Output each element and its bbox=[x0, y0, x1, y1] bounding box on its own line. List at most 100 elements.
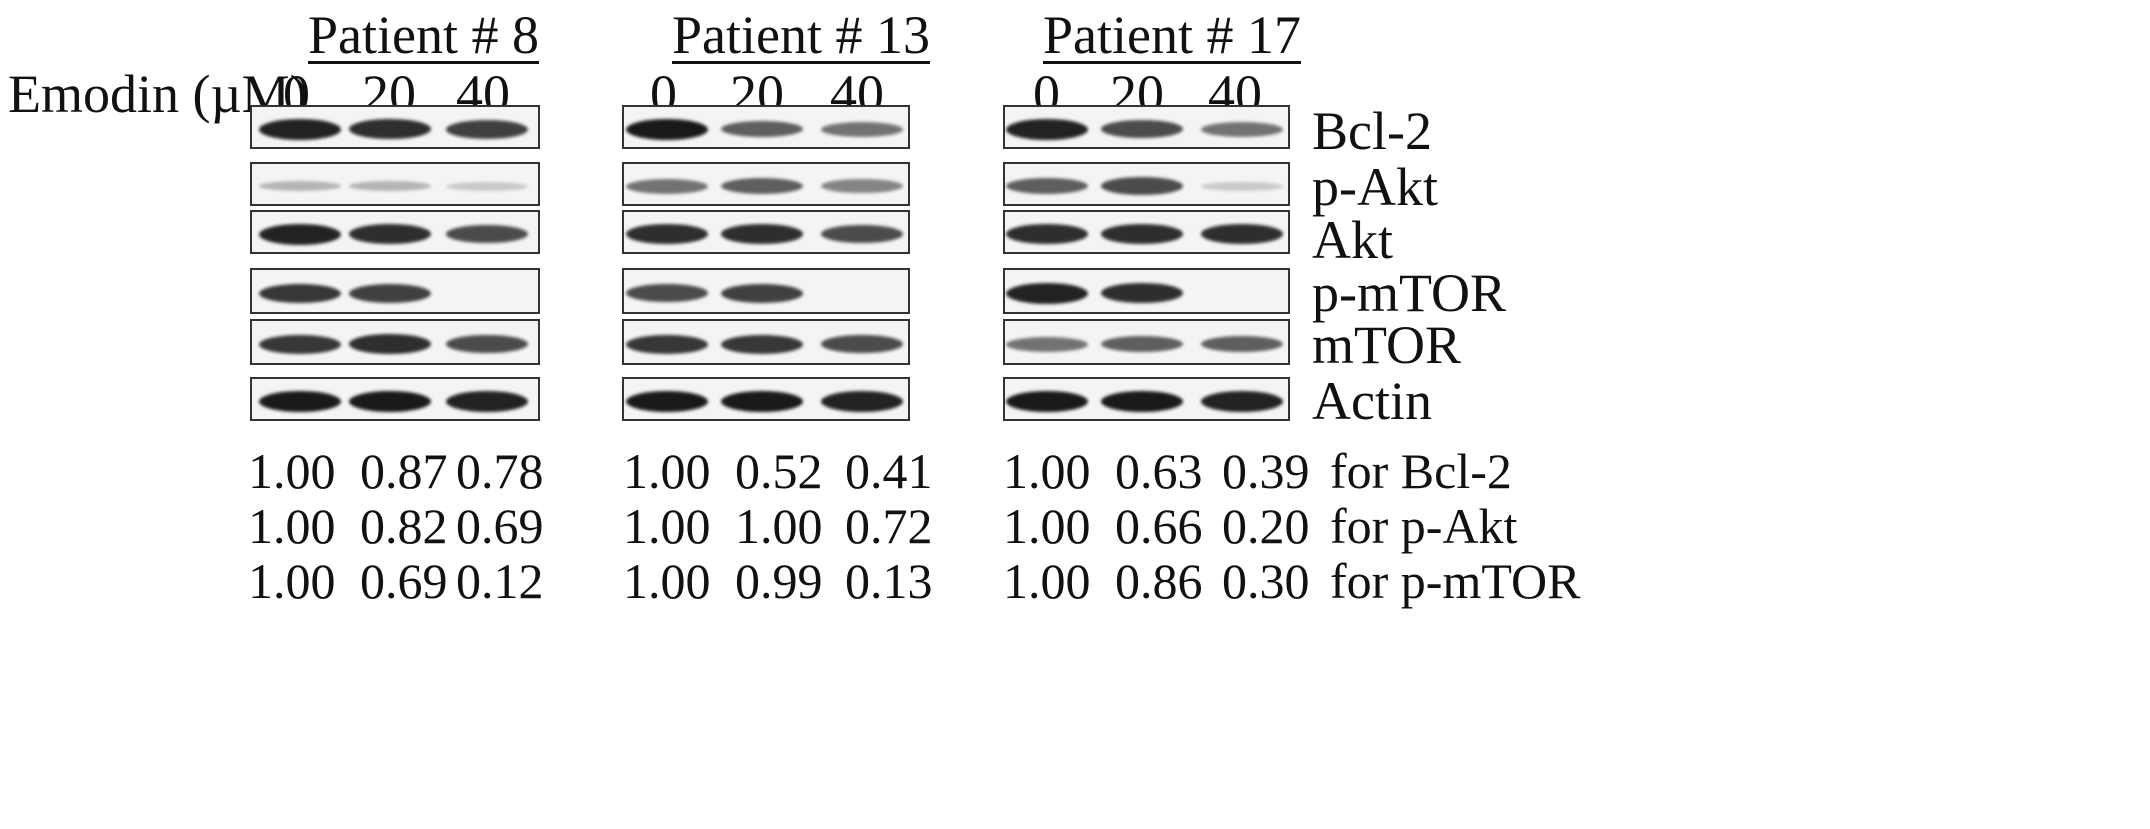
band-lane-3 bbox=[821, 179, 903, 193]
p8-pmtor-0: 1.00 bbox=[248, 553, 336, 609]
p13-bcl2-0: 1.00 bbox=[623, 443, 711, 499]
quant-label-p-mtor: for p-mTOR bbox=[1330, 553, 1581, 609]
band-lane-3 bbox=[1201, 122, 1283, 137]
blot-strip-patient-17-akt bbox=[1003, 210, 1290, 254]
band-lane-1 bbox=[626, 179, 708, 194]
band-lane-3 bbox=[1201, 182, 1283, 191]
band-lane-2 bbox=[721, 178, 803, 194]
band-lane-1 bbox=[259, 391, 341, 412]
p8-pakt-0: 1.00 bbox=[248, 498, 336, 554]
band-lane-1 bbox=[1006, 337, 1088, 352]
p17-pmtor-40: 0.30 bbox=[1222, 553, 1310, 609]
band-lane-2 bbox=[1101, 224, 1183, 244]
blot-strip-patient-8-p-mtor bbox=[250, 268, 540, 314]
band-lane-2 bbox=[721, 335, 803, 354]
p8-pmtor-20: 0.69 bbox=[360, 553, 448, 609]
protein-label-bcl2: Bcl-2 bbox=[1312, 101, 1432, 161]
band-lane-3 bbox=[821, 225, 903, 243]
p17-pmtor-0: 1.00 bbox=[1003, 553, 1091, 609]
band-lane-1 bbox=[1006, 224, 1088, 244]
band-lane-1 bbox=[259, 181, 341, 191]
blot-strip-patient-8-mtor bbox=[250, 319, 540, 365]
band-lane-1 bbox=[259, 335, 341, 354]
p17-bcl2-20: 0.63 bbox=[1115, 443, 1203, 499]
band-lane-3 bbox=[821, 391, 903, 412]
blot-strip-patient-13-bcl-2 bbox=[622, 105, 910, 149]
band-lane-2 bbox=[1101, 336, 1183, 352]
p8-bcl2-20: 0.87 bbox=[360, 443, 448, 499]
band-lane-1 bbox=[626, 391, 708, 412]
protein-label-mtor: mTOR bbox=[1312, 315, 1462, 375]
p13-bcl2-20: 0.52 bbox=[735, 443, 823, 499]
p17-pakt-40: 0.20 bbox=[1222, 498, 1310, 554]
band-lane-1 bbox=[626, 224, 708, 244]
p8-bcl2-0: 1.00 bbox=[248, 443, 336, 499]
blot-strip-patient-17-p-akt bbox=[1003, 162, 1290, 206]
band-lane-2 bbox=[721, 121, 803, 137]
protein-label-p-akt: p-Akt bbox=[1312, 157, 1438, 217]
band-lane-3 bbox=[446, 120, 528, 139]
band-lane-3 bbox=[446, 182, 528, 191]
band-lane-1 bbox=[1006, 119, 1088, 140]
band-lane-2 bbox=[349, 181, 431, 191]
p8-pakt-20: 0.82 bbox=[360, 498, 448, 554]
p17-pmtor-20: 0.86 bbox=[1115, 553, 1203, 609]
blot-strip-patient-17-actin bbox=[1003, 377, 1290, 421]
blot-strip-patient-17-bcl-2 bbox=[1003, 105, 1290, 149]
p17-bcl2-40: 0.39 bbox=[1222, 443, 1310, 499]
band-lane-3 bbox=[446, 225, 528, 243]
protein-label-actin: Actin bbox=[1312, 371, 1432, 431]
p17-bcl2-0: 1.00 bbox=[1003, 443, 1091, 499]
p13-pmtor-40: 0.13 bbox=[845, 553, 933, 609]
protein-label-p-mtor: p-mTOR bbox=[1312, 263, 1507, 323]
band-lane-1 bbox=[626, 284, 708, 302]
band-lane-2 bbox=[1101, 177, 1183, 195]
blot-strip-patient-13-p-akt bbox=[622, 162, 910, 206]
quant-label-bcl2: for Bcl-2 bbox=[1330, 443, 1512, 499]
p13-pmtor-0: 1.00 bbox=[623, 553, 711, 609]
band-lane-2 bbox=[349, 391, 431, 412]
band-lane-1 bbox=[259, 119, 341, 140]
band-lane-1 bbox=[626, 119, 708, 140]
band-lane-3 bbox=[821, 335, 903, 353]
band-lane-1 bbox=[1006, 391, 1088, 412]
blot-strip-patient-8-p-akt bbox=[250, 162, 540, 206]
p13-pmtor-20: 0.99 bbox=[735, 553, 823, 609]
band-lane-1 bbox=[1006, 283, 1088, 304]
band-lane-2 bbox=[1101, 283, 1183, 303]
p8-pmtor-40: 0.12 bbox=[456, 553, 544, 609]
p8-bcl2-40: 0.78 bbox=[456, 443, 544, 499]
blot-strip-patient-13-akt bbox=[622, 210, 910, 254]
p13-bcl2-40: 0.41 bbox=[845, 443, 933, 499]
band-lane-2 bbox=[721, 391, 803, 412]
band-lane-3 bbox=[821, 122, 903, 137]
band-lane-3 bbox=[446, 335, 528, 353]
blot-strip-patient-8-bcl-2 bbox=[250, 105, 540, 149]
quant-label-p-akt: for p-Akt bbox=[1330, 498, 1518, 554]
band-lane-1 bbox=[259, 284, 341, 303]
patient-13-header: Patient # 13 bbox=[672, 5, 930, 65]
band-lane-3 bbox=[1201, 391, 1283, 412]
band-lane-1 bbox=[259, 224, 341, 245]
p8-pakt-40: 0.69 bbox=[456, 498, 544, 554]
p13-pakt-40: 0.72 bbox=[845, 498, 933, 554]
band-lane-2 bbox=[349, 119, 431, 139]
p17-pakt-0: 1.00 bbox=[1003, 498, 1091, 554]
protein-label-akt: Akt bbox=[1312, 210, 1393, 270]
band-lane-1 bbox=[1006, 178, 1088, 194]
p13-pakt-0: 1.00 bbox=[623, 498, 711, 554]
band-lane-2 bbox=[349, 334, 431, 354]
band-lane-3 bbox=[1201, 336, 1283, 352]
band-lane-2 bbox=[721, 284, 803, 303]
p17-pakt-20: 0.66 bbox=[1115, 498, 1203, 554]
blot-strip-patient-8-akt bbox=[250, 210, 540, 254]
p13-pakt-20: 1.00 bbox=[735, 498, 823, 554]
band-lane-3 bbox=[1201, 224, 1283, 244]
blot-strip-patient-8-actin bbox=[250, 377, 540, 421]
patient-17-header: Patient # 17 bbox=[1043, 5, 1301, 65]
band-lane-3 bbox=[446, 391, 528, 412]
patient-8-header: Patient # 8 bbox=[308, 5, 539, 65]
band-lane-2 bbox=[721, 224, 803, 244]
band-lane-2 bbox=[1101, 391, 1183, 412]
